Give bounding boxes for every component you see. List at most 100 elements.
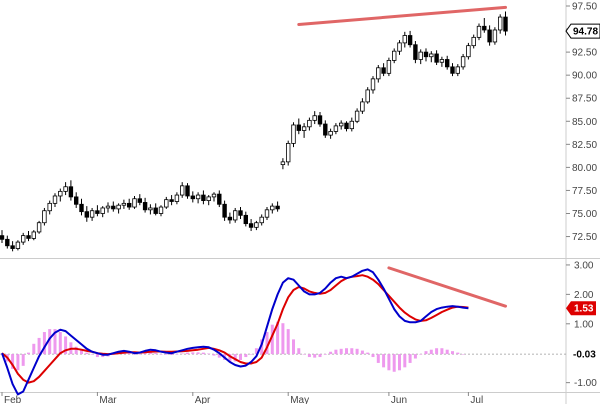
histogram-bar [371, 354, 375, 358]
histogram-bar [461, 354, 465, 355]
candle [211, 192, 217, 202]
histogram-bar [191, 352, 195, 355]
candle [105, 202, 111, 213]
price-tick-label: 97.50 [572, 2, 597, 13]
candle-body [439, 59, 445, 63]
candle-body [413, 44, 418, 60]
candle [137, 194, 142, 206]
candle-body [248, 223, 254, 228]
candle-body [227, 216, 233, 221]
histogram-bar [424, 351, 428, 355]
candle-body [142, 202, 148, 211]
candle [84, 206, 89, 222]
histogram-bar [297, 348, 301, 355]
candle [227, 212, 233, 224]
candle-body [217, 193, 222, 205]
candle-body [105, 205, 111, 209]
candle [312, 111, 317, 125]
candle-body [344, 122, 349, 130]
candle-body [301, 126, 307, 131]
histogram-bar [435, 348, 439, 355]
candle [74, 192, 79, 208]
signal-line [1, 274, 469, 384]
histogram-bar [429, 349, 433, 355]
candle-body [434, 53, 439, 63]
histogram-bar [16, 354, 20, 371]
candle-body [381, 67, 386, 74]
candle-body [232, 210, 238, 221]
x-tick-label: Mar [99, 395, 117, 404]
candle [248, 219, 254, 232]
histogram-bar [159, 354, 163, 355]
candle [10, 241, 15, 252]
candle-body [132, 198, 137, 208]
macd-tick-label: -1.00 [574, 378, 597, 389]
candle [423, 48, 429, 62]
candle [5, 235, 10, 249]
candle [397, 40, 402, 55]
candle [349, 117, 354, 132]
histogram-bar [339, 348, 343, 355]
histogram-bar [196, 352, 200, 355]
candle-body [195, 194, 201, 200]
candle [365, 87, 370, 104]
histogram-bar [318, 354, 322, 358]
histogram-bar [392, 354, 396, 372]
histogram-bar [413, 354, 417, 359]
histogram-bar [265, 332, 269, 355]
candle-body [47, 202, 52, 212]
macd-line [1, 268, 469, 396]
candle-body [418, 51, 423, 60]
histogram-bar [228, 354, 232, 362]
candle-body [121, 202, 127, 206]
candle [434, 50, 439, 66]
candle [476, 23, 482, 41]
candle [179, 182, 185, 198]
candle-body [466, 45, 471, 58]
candle [79, 198, 84, 216]
candle-body [307, 119, 312, 128]
candle-body [222, 203, 227, 218]
candle [63, 182, 68, 196]
candle-body [407, 35, 413, 46]
candle-body [68, 186, 74, 198]
histogram-bar [127, 352, 131, 355]
candle-body [333, 125, 339, 132]
candle-body [317, 115, 323, 125]
candle [31, 230, 36, 241]
candle-body [111, 205, 116, 210]
histogram-bar [133, 354, 136, 355]
x-tick-label: May [290, 395, 309, 404]
histogram-bar [201, 352, 205, 355]
candle [466, 42, 471, 60]
x-tick-label: Apr [195, 395, 211, 404]
zero-line-label: -0.03 [573, 350, 596, 361]
candle [116, 203, 121, 214]
signal-badge-label: 1.53 [574, 304, 594, 315]
candle-body [84, 211, 89, 218]
macd-tick-label: 2.00 [574, 290, 594, 301]
x-tick-label: Jul [470, 395, 483, 404]
candle [195, 192, 201, 204]
candle [26, 231, 31, 242]
price-tick-label: 77.50 [572, 186, 597, 197]
candle-body [174, 194, 180, 202]
last-price-label: 94.78 [573, 27, 598, 38]
histogram-bar [233, 354, 237, 362]
candle-body [89, 210, 95, 218]
candle [455, 64, 460, 77]
candle [254, 220, 259, 231]
histogram-bar [408, 354, 412, 363]
candle [317, 112, 323, 127]
candle [68, 180, 74, 201]
candle [201, 190, 206, 205]
histogram-bar [376, 354, 380, 363]
candle-body [391, 50, 397, 61]
price-tick-label: 92.50 [572, 48, 597, 59]
price-tick-label: 75.00 [572, 209, 597, 220]
candle-body [63, 186, 68, 192]
histogram-bar [276, 321, 280, 355]
histogram-bar [53, 329, 57, 355]
candle-body [238, 210, 243, 216]
